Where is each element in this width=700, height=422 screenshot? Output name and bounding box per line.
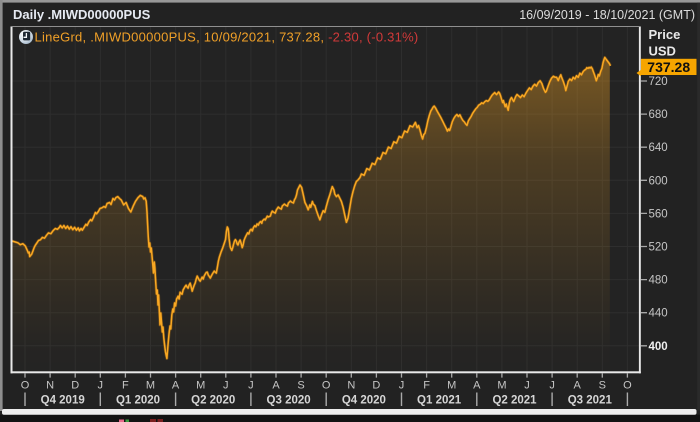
- svg-text:A: A: [473, 380, 481, 392]
- svg-text:M: M: [196, 380, 205, 392]
- svg-text:O: O: [21, 380, 30, 392]
- svg-text:A: A: [172, 380, 180, 392]
- svg-text:Q2 2021: Q2 2021: [492, 395, 537, 407]
- svg-text:560: 560: [649, 208, 668, 220]
- svg-text:F: F: [122, 380, 129, 392]
- svg-text:J: J: [549, 380, 555, 392]
- svg-text:D: D: [372, 380, 380, 392]
- svg-text:680: 680: [649, 109, 668, 121]
- svg-text:Daily .MIWD00000PUS: Daily .MIWD00000PUS: [13, 7, 151, 22]
- svg-text:O: O: [623, 380, 632, 392]
- svg-text:M: M: [497, 380, 506, 392]
- svg-text:640: 640: [649, 142, 668, 154]
- svg-text:J: J: [524, 380, 530, 392]
- svg-text:J: J: [248, 380, 254, 392]
- svg-text:F: F: [423, 380, 430, 392]
- svg-text:Q4 2020: Q4 2020: [342, 395, 386, 407]
- svg-text:USD: USD: [649, 44, 676, 59]
- svg-text:S: S: [599, 380, 606, 392]
- svg-text:Q3 2020: Q3 2020: [267, 395, 311, 407]
- svg-text:N: N: [347, 380, 355, 392]
- svg-text:Q2 2020: Q2 2020: [191, 395, 235, 407]
- svg-text:Q1 2021: Q1 2021: [417, 395, 462, 407]
- svg-text:O: O: [322, 380, 331, 392]
- svg-text:520: 520: [649, 242, 668, 254]
- svg-text:M: M: [146, 380, 155, 392]
- svg-text:LineGrd, .MIWD00000PUS, 10/09/: LineGrd, .MIWD00000PUS, 10/09/2021, 737.…: [35, 30, 419, 45]
- svg-text:M: M: [447, 380, 456, 392]
- svg-text:J: J: [98, 380, 104, 392]
- svg-text:737.28: 737.28: [647, 59, 690, 75]
- svg-text:A: A: [574, 380, 582, 392]
- svg-text:J: J: [399, 380, 405, 392]
- svg-text:440: 440: [649, 308, 668, 320]
- svg-text:720: 720: [649, 76, 668, 88]
- svg-text:Price: Price: [649, 27, 681, 42]
- svg-text:J: J: [223, 380, 229, 392]
- svg-text:N: N: [46, 380, 54, 392]
- svg-text:600: 600: [649, 175, 668, 187]
- svg-text:400: 400: [649, 341, 668, 353]
- svg-text:A: A: [272, 380, 280, 392]
- svg-text:16/09/2019 - 18/10/2021 (GMT): 16/09/2019 - 18/10/2021 (GMT): [519, 8, 695, 22]
- svg-text:Q4 2019: Q4 2019: [41, 395, 85, 407]
- svg-text:S: S: [297, 380, 304, 392]
- svg-text:D: D: [71, 380, 79, 392]
- svg-text:Q1 2020: Q1 2020: [116, 395, 160, 407]
- svg-text:480: 480: [649, 275, 668, 287]
- svg-text:Q3 2021: Q3 2021: [568, 395, 613, 407]
